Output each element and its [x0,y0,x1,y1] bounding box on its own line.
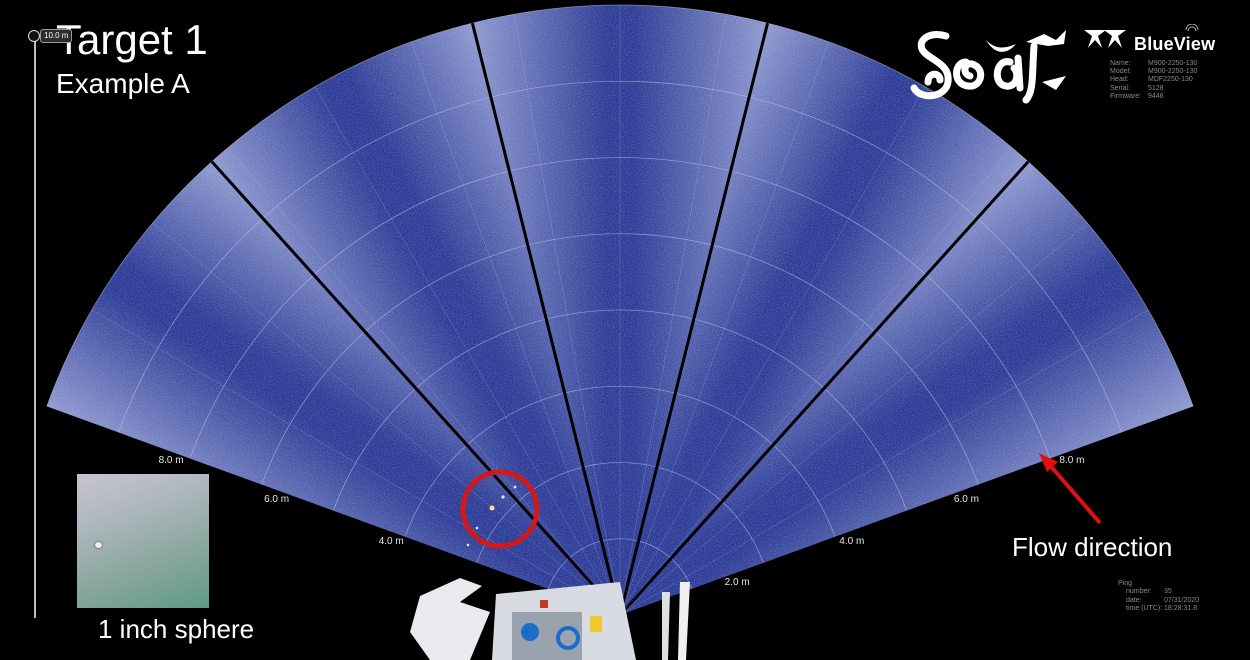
ping-info-row: number: 35 [1126,588,1172,596]
device-info-row: Serial: 5128 [1110,84,1164,92]
range-slider-track[interactable] [34,38,36,618]
flow-arrow [1039,453,1102,525]
range-ring [261,233,979,485]
ping-info: Ping number: 35 date: 07/31/2020 time (UTC): 1… [1118,580,1199,614]
beam-gridline [619,14,727,616]
ping-info-row: date: 07/31/2020 [1126,596,1200,604]
beam-gridline [619,86,926,616]
beam-divider [618,160,1030,617]
sphere-target-image [95,542,102,548]
blueview-logo-icon [1084,24,1199,48]
range-slider-handle[interactable] [28,30,40,42]
beam-gridline [227,147,621,616]
range-ring-label: 4.0 m [839,535,865,547]
device-info-row: Name: M900-2250-130 [1110,60,1198,67]
range-value-label: 10.0 m [40,29,73,43]
range-ring [476,462,764,563]
beam-gridline [619,147,1013,616]
beam-gridline [619,309,1149,616]
range-ring [333,309,907,511]
range-ring-label: 6.0 m [264,493,290,505]
brand-name: BlueView [1134,34,1216,54]
device-info: Name: M900-2250-130 Model: M900-2250-130 Hea… [1110,60,1197,101]
device-info-row: Firmware: 9446 [1110,92,1164,100]
inset-caption: 1 inch sphere [98,614,255,644]
ping-heading: Ping [1118,580,1133,587]
range-ring [118,80,1122,433]
device-info-row: Head: MDF2250-130 [1110,76,1193,84]
page-subtitle: Example A [56,68,190,99]
range-ring [547,538,693,590]
range-ring-label: 6.0 m [953,493,979,505]
beam-gridline [314,86,621,616]
sea-logo [910,30,1066,104]
beam-divider [470,22,622,616]
vessel-image [410,578,690,660]
beam-gridline [411,41,621,616]
beam-gridline [619,222,1088,616]
range-ring-label: 8.0 m [1059,455,1085,467]
inset-camera-image [77,474,209,608]
page-title: Target 1 [56,16,208,63]
range-ring [189,157,1051,459]
range-ring-label: 2.0 m [724,577,750,589]
range-ring [46,4,1194,407]
ping-info-row: time (UTC): 18:28:31.8 [1126,605,1198,613]
beam-divider [210,160,622,617]
target-highlight-circle [460,469,540,549]
beam-divider [618,22,770,616]
target-return [466,485,517,547]
flow-direction-label: Flow direction [1012,532,1173,562]
beam-gridline [91,309,621,616]
range-ring [404,385,836,537]
beam-gridline [619,41,829,616]
beam-gridline [513,14,621,616]
range-rings [46,4,1194,590]
beam-gridline [152,222,621,616]
range-ring-label: 8.0 m [158,455,184,467]
range-ring-label: 4.0 m [378,535,404,547]
device-info-row: Model: M900-2250-130 [1110,68,1198,76]
beam-spokes [91,5,1149,617]
